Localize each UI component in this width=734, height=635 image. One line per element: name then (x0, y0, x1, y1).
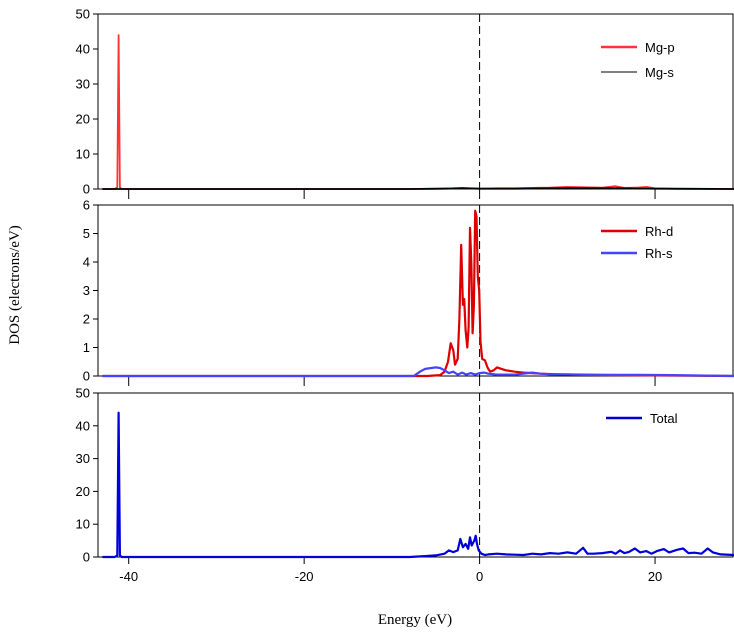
series-line-rh-s (102, 367, 734, 376)
panels-layer: 0 10 20 30 40 50 Mg-p Mg-s 0 1 2 3 4 5 6 Rh-d Rh-s 0 10 20 3… (76, 7, 734, 585)
series-line-mg-p (102, 35, 734, 189)
series-line-mg-s (102, 188, 734, 189)
y-tick-label: 40 (76, 418, 90, 433)
y-tick-label: 5 (83, 226, 90, 241)
x-tick-label: 20 (648, 569, 662, 584)
y-tick-label: 20 (76, 484, 90, 499)
y-tick-label: 1 (83, 340, 90, 355)
y-tick-label: 0 (83, 182, 90, 197)
legend-label-mg-p: Mg-p (645, 40, 675, 55)
y-axis-title: DOS (electrons/eV) (7, 225, 23, 345)
y-tick-label: 3 (83, 283, 90, 298)
y-tick-label: 40 (76, 42, 90, 57)
y-tick-label: 20 (76, 112, 90, 127)
panel-frame (98, 14, 733, 189)
legend-label-rh-d: Rh-d (645, 224, 673, 239)
x-axis-title: Energy (eV) (378, 612, 452, 628)
y-tick-label: 30 (76, 77, 90, 92)
y-tick-label: 50 (76, 7, 90, 22)
panel-bottom: 0 10 20 30 40 50 -40 -20 0 20 Total (76, 386, 734, 585)
legend-label-rh-s: Rh-s (645, 246, 673, 261)
series-line-rh-d (102, 211, 734, 376)
y-tick-label: 2 (83, 312, 90, 327)
legend-label-mg-s: Mg-s (645, 65, 674, 80)
y-tick-label: 10 (76, 147, 90, 162)
legend-label-total: Total (650, 411, 678, 426)
y-tick-label: 0 (83, 369, 90, 384)
series-line-total (102, 413, 734, 557)
y-tick-label: 4 (83, 255, 90, 270)
panel-middle: 0 1 2 3 4 5 6 Rh-d Rh-s (83, 198, 734, 387)
y-tick-label: 10 (76, 517, 90, 532)
y-tick-label: 30 (76, 451, 90, 466)
panel-top: 0 10 20 30 40 50 Mg-p Mg-s (76, 7, 734, 200)
y-tick-label: 6 (83, 198, 90, 213)
panel-frame (98, 205, 733, 376)
y-tick-label: 0 (83, 550, 90, 565)
x-tick-label: -40 (119, 569, 138, 584)
x-tick-label: 0 (476, 569, 483, 584)
y-tick-label: 50 (76, 386, 90, 401)
x-tick-label: -20 (295, 569, 314, 584)
